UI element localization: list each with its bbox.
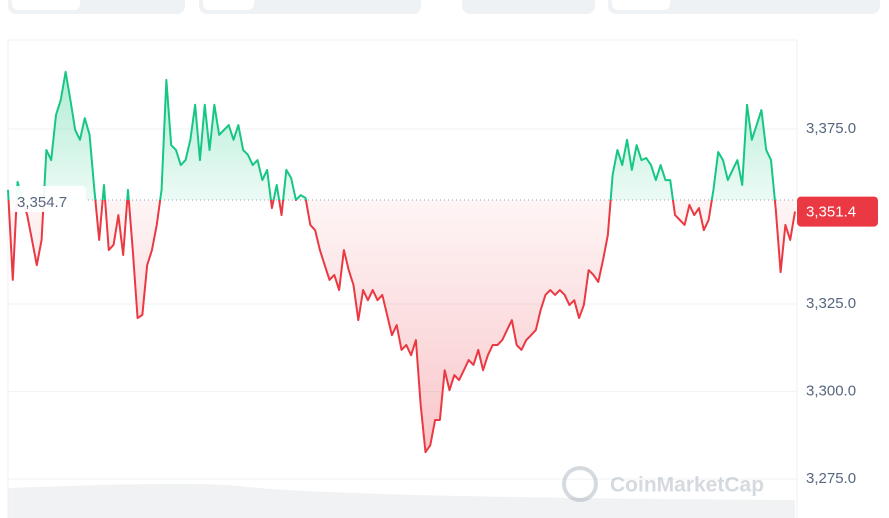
plot (7, 70, 796, 454)
volume-area (8, 483, 795, 518)
top-tabs (8, 0, 880, 14)
area-fill (8, 71, 795, 453)
tab[interactable] (199, 0, 421, 14)
y-tick-label: 3,275.0 (806, 470, 856, 487)
price-line (7, 70, 796, 454)
last-price-label: 3,351.4 (806, 204, 856, 221)
tab-active[interactable] (12, 0, 80, 10)
watermark-text: CoinMarketCap (610, 474, 764, 497)
y-tick-label: 3,375.0 (806, 120, 856, 137)
tab[interactable] (608, 0, 880, 14)
tab-active[interactable] (203, 0, 254, 10)
tab-active[interactable] (612, 0, 670, 10)
tab[interactable] (462, 0, 595, 14)
labels: 3,275.0 3,300.0 3,325.0 3,375.0 3,354.7 3,351… (10, 120, 878, 487)
baseline-label-box (10, 186, 86, 213)
last-price-badge (797, 196, 878, 227)
baseline-label: 3,354.7 (17, 194, 67, 211)
y-tick-label: 3,300.0 (806, 383, 856, 400)
watermark: CoinMarketCap (562, 466, 764, 502)
y-tick-label: 3,325.0 (806, 295, 856, 312)
watermark-logo (562, 466, 598, 502)
